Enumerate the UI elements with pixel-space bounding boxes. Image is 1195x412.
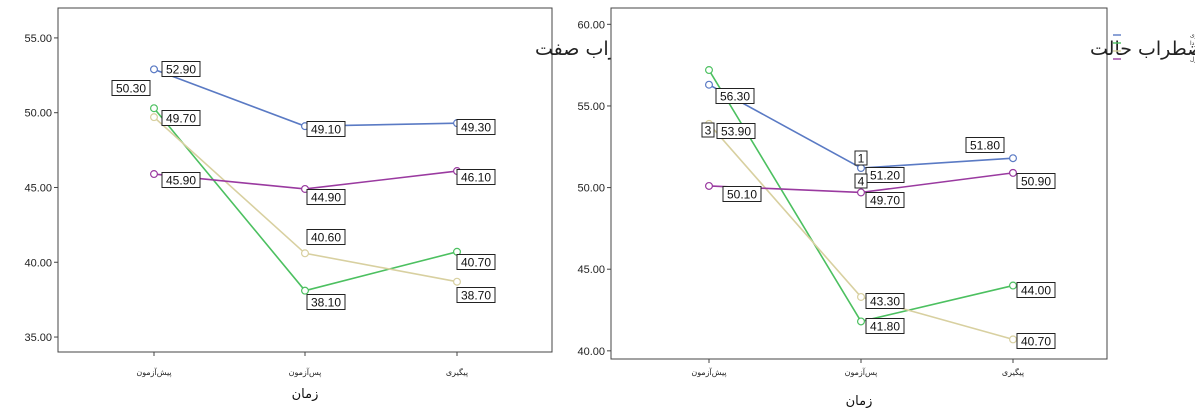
data-label: 40.60 bbox=[311, 231, 341, 245]
data-label: 50.30 bbox=[116, 82, 146, 96]
data-label-box bbox=[701, 122, 715, 138]
data-label: 44.00 bbox=[1021, 284, 1051, 298]
y-tick-label: 55.00 bbox=[24, 33, 52, 45]
data-point bbox=[1008, 168, 1017, 177]
x-tick-label: پس‌آزمون bbox=[845, 367, 878, 377]
x-axis-title: زمان bbox=[292, 387, 319, 402]
data-point bbox=[1008, 154, 1017, 163]
data-point bbox=[856, 163, 865, 172]
data-label: 41.80 bbox=[870, 320, 900, 334]
data-label-box bbox=[306, 121, 346, 137]
data-label: 51.20 bbox=[870, 169, 900, 183]
x-axis-title: زمان bbox=[846, 394, 873, 409]
data-label: 40.70 bbox=[1021, 335, 1051, 349]
data-label-box bbox=[306, 229, 346, 245]
data-label-box bbox=[865, 318, 905, 334]
x-tick-label: پیگیری bbox=[1002, 367, 1024, 377]
data-label: 49.70 bbox=[166, 112, 196, 126]
legend-label: شناختی-رفتاری bbox=[1190, 32, 1195, 39]
data-point bbox=[704, 80, 713, 89]
data-label: 53.90 bbox=[721, 125, 751, 139]
data-label: 44.90 bbox=[311, 191, 341, 205]
data-point bbox=[856, 292, 865, 301]
data-label-box bbox=[965, 137, 1005, 153]
data-label-box bbox=[716, 123, 756, 139]
x-tick-label: پیش‌آزمون bbox=[691, 367, 726, 377]
y-tick-label: 45.00 bbox=[577, 264, 605, 276]
x-tick-label: پیش‌آزمون bbox=[136, 367, 171, 377]
y-tick-label: 50.00 bbox=[577, 183, 605, 195]
data-label: 3 bbox=[705, 124, 712, 138]
data-label-box bbox=[854, 150, 868, 166]
data-point bbox=[704, 181, 713, 190]
y-tick-label: 40.00 bbox=[577, 346, 605, 358]
data-label-box bbox=[1016, 282, 1056, 298]
legend-label: تلفیقی bbox=[1190, 48, 1195, 55]
y-tick-label: 55.00 bbox=[577, 101, 605, 113]
data-label-box bbox=[456, 287, 496, 303]
data-label: 38.70 bbox=[461, 289, 491, 303]
data-label: 49.30 bbox=[461, 121, 491, 135]
data-label-box bbox=[715, 88, 755, 104]
data-point bbox=[453, 277, 462, 286]
y-tick-label: 45.00 bbox=[24, 182, 52, 194]
legend: شناختی-رفتاریایرووداتلفیقیکنترل bbox=[1113, 32, 1195, 63]
data-point bbox=[301, 249, 310, 258]
y-tick-label: 40.00 bbox=[24, 257, 52, 269]
data-label: 49.70 bbox=[870, 194, 900, 208]
y-tick-label: 60.00 bbox=[577, 19, 605, 31]
chart-panel-1: 35.00 40.00 45.00 50.00 55.00 پیش‌آزمون پس‌آزم… bbox=[24, 7, 656, 402]
data-label: 43.30 bbox=[870, 295, 900, 309]
data-point bbox=[150, 65, 159, 74]
data-label: 1 bbox=[858, 152, 865, 166]
chart-panel-2: 40.00 45.00 50.00 55.00 60.00 پیش‌آزمون پس‌آزم… bbox=[577, 7, 1195, 409]
data-label-box bbox=[456, 254, 496, 270]
x-tick-label: پیگیری bbox=[446, 367, 468, 377]
data-point bbox=[150, 104, 159, 113]
data-point bbox=[1008, 281, 1017, 290]
data-label-box bbox=[456, 119, 496, 135]
data-label-box bbox=[306, 294, 346, 310]
data-label: 40.70 bbox=[461, 256, 491, 270]
data-point bbox=[150, 113, 159, 122]
chart-title: اضطراب حالت bbox=[1090, 38, 1195, 60]
data-label: 56.30 bbox=[720, 90, 750, 104]
data-point bbox=[1008, 335, 1017, 344]
data-label-box bbox=[722, 186, 762, 202]
data-point bbox=[856, 188, 865, 197]
data-label-box bbox=[865, 293, 905, 309]
legend-label: ایروودا bbox=[1190, 40, 1195, 47]
y-tick-label: 35.00 bbox=[24, 332, 52, 344]
data-label: 51.80 bbox=[970, 139, 1000, 153]
data-label: 50.90 bbox=[1021, 175, 1051, 189]
data-label: 4 bbox=[858, 175, 865, 189]
data-label-box bbox=[111, 80, 151, 96]
data-label-box bbox=[456, 169, 496, 185]
data-label-box bbox=[306, 189, 346, 205]
data-label: 50.10 bbox=[727, 188, 757, 202]
data-label: 45.90 bbox=[166, 174, 196, 188]
data-label-box bbox=[1016, 173, 1056, 189]
data-label-box bbox=[865, 192, 905, 208]
data-label-box bbox=[1016, 333, 1056, 349]
y-tick-label: 50.00 bbox=[24, 108, 52, 120]
data-point bbox=[150, 170, 159, 179]
data-point bbox=[856, 317, 865, 326]
data-label: 52.90 bbox=[166, 63, 196, 77]
data-label-box bbox=[161, 61, 201, 77]
x-tick-label: پس‌آزمون bbox=[289, 367, 322, 377]
data-label-box bbox=[161, 172, 201, 188]
data-label: 46.10 bbox=[461, 171, 491, 185]
data-label: 49.10 bbox=[311, 123, 341, 137]
legend-label: کنترل bbox=[1190, 56, 1195, 63]
data-label-box bbox=[161, 110, 201, 126]
data-point bbox=[704, 66, 713, 75]
data-label-box bbox=[854, 173, 868, 189]
data-label: 38.10 bbox=[311, 296, 341, 310]
data-point bbox=[301, 286, 310, 295]
